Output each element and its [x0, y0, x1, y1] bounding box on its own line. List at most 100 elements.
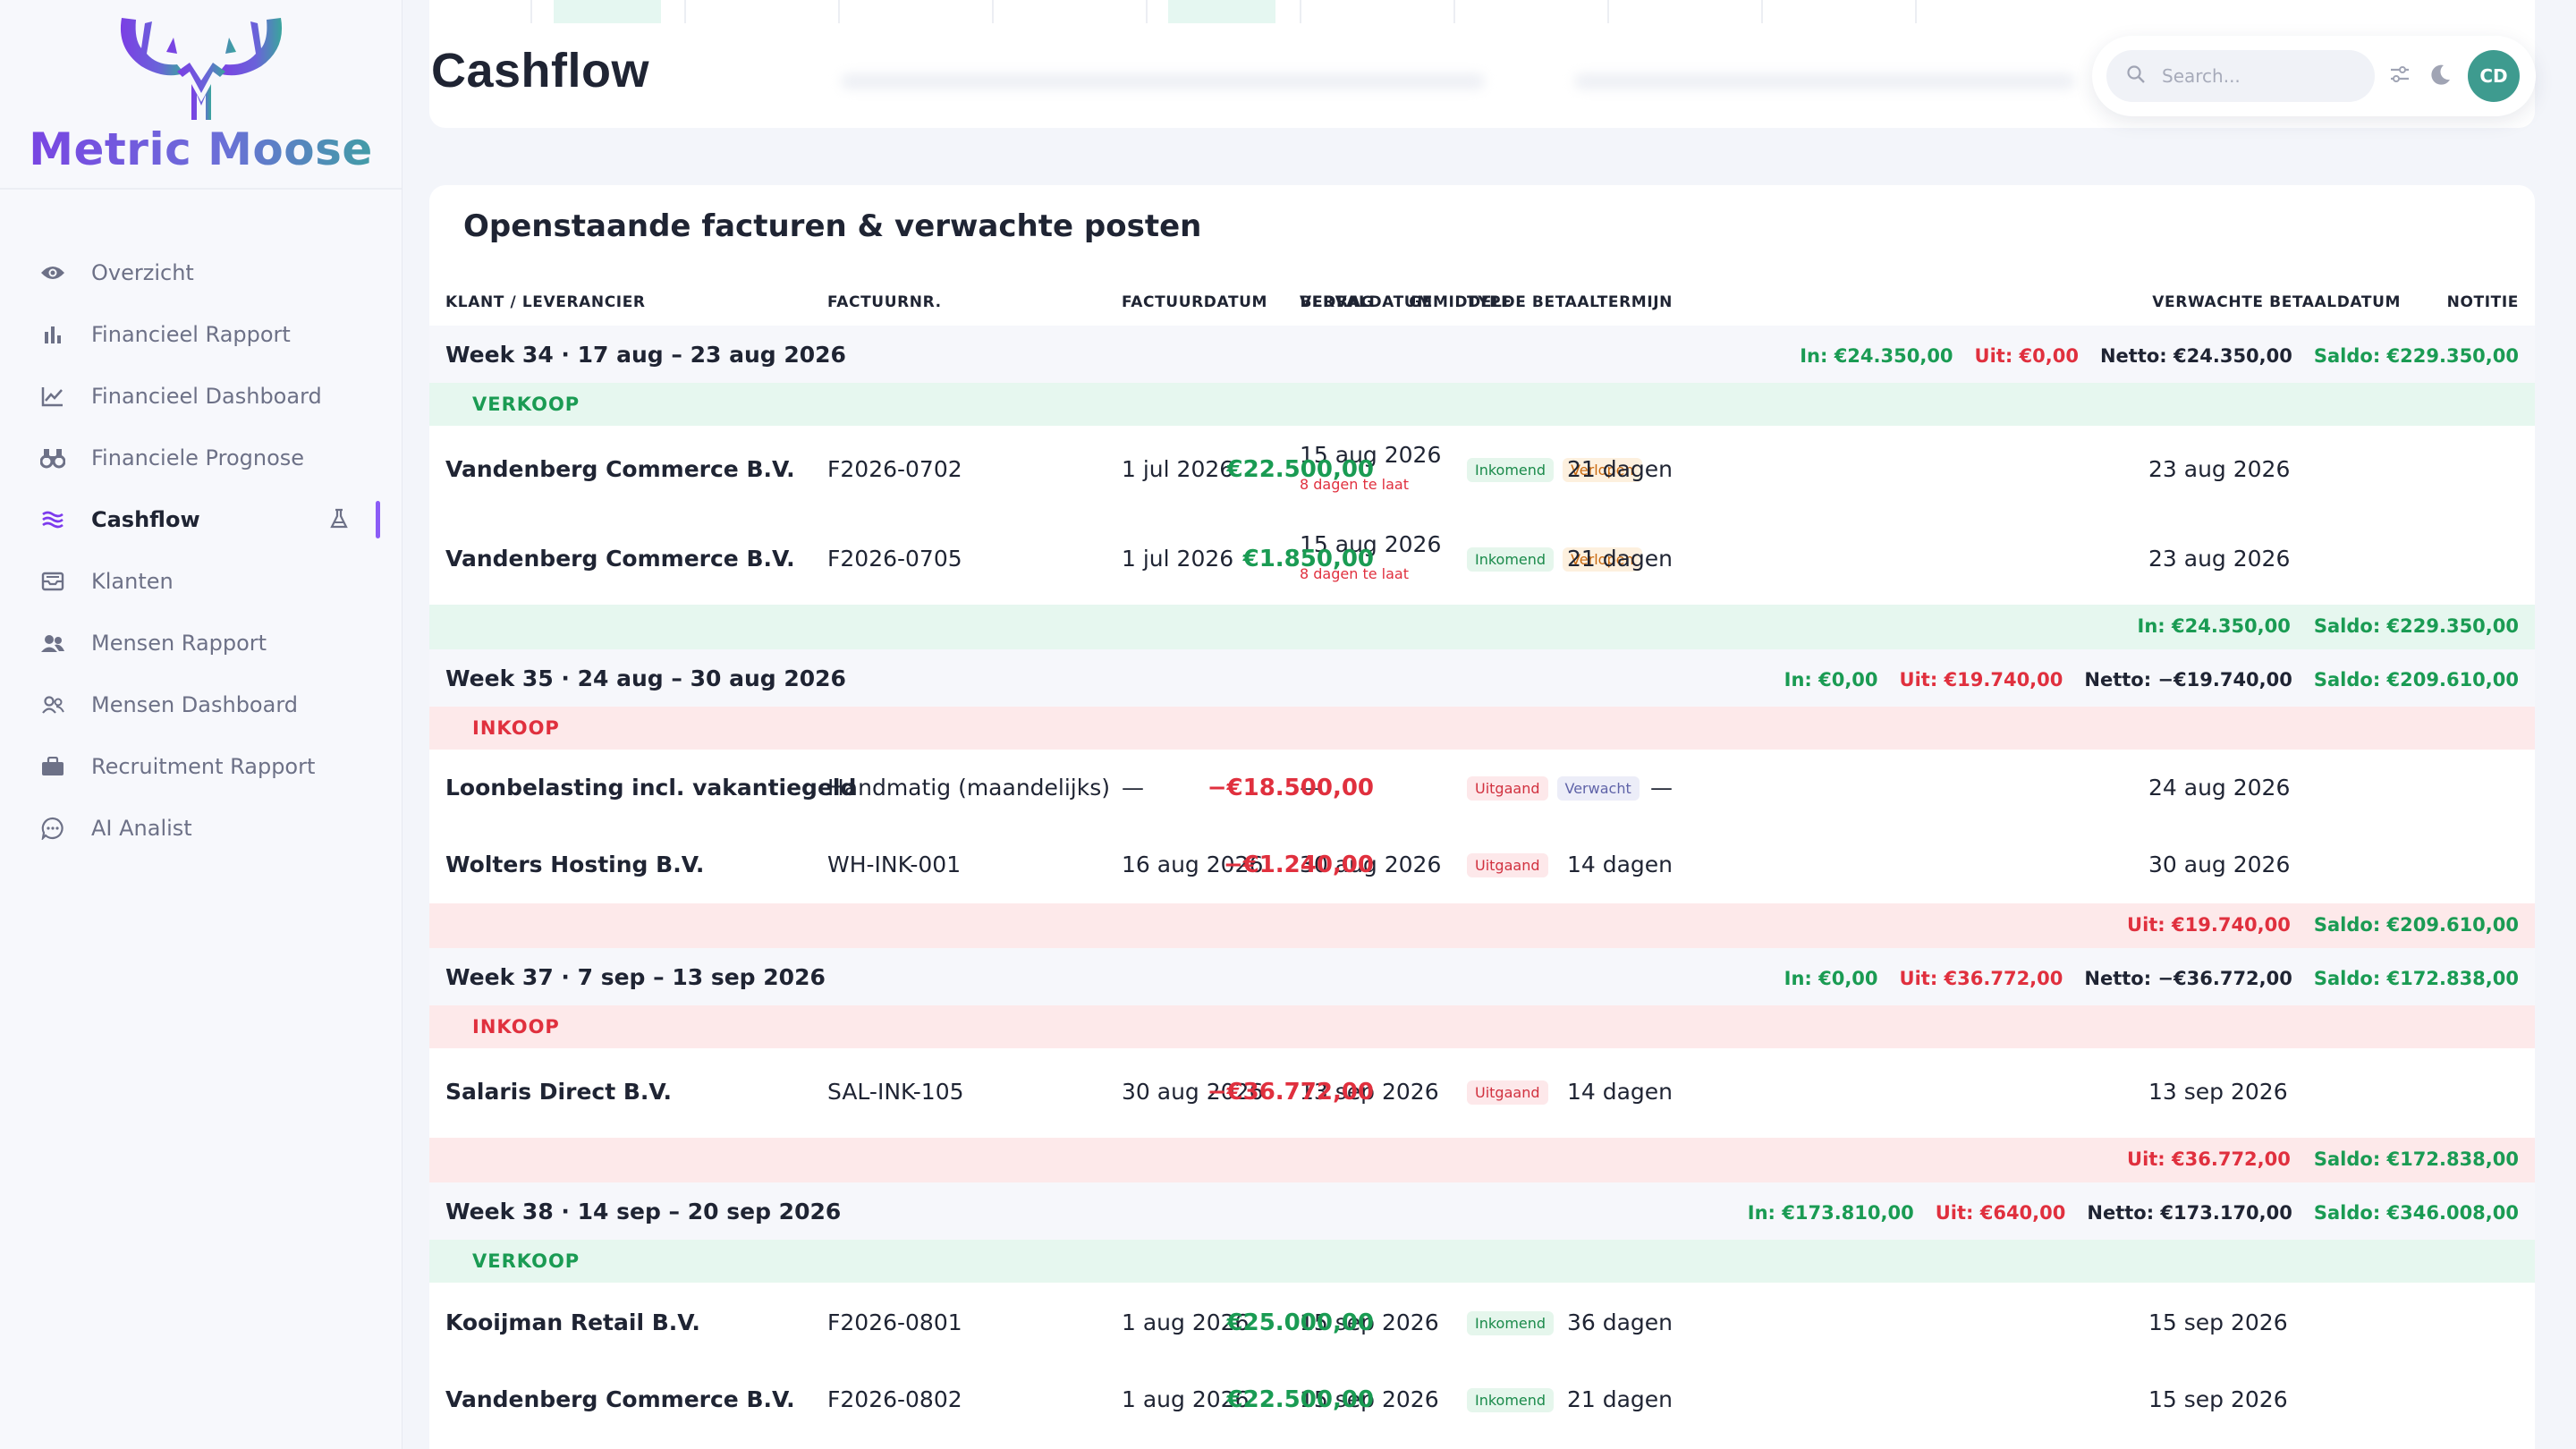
badge-incoming: Inkomend [1467, 547, 1555, 572]
waves-icon [39, 506, 66, 533]
badge-incoming: Inkomend [1467, 1388, 1555, 1412]
table-row[interactable]: Vandenberg Commerce B.V. F2026-0705 1 ju… [429, 515, 2535, 605]
sidebar-item-recruitment-rapport[interactable]: Recruitment Rapport [0, 735, 402, 797]
section-label: VERKOOP [472, 1250, 580, 1272]
summary-balance: Saldo: €172.838,00 [2313, 1148, 2519, 1170]
ghost-cell [554, 0, 661, 23]
flask-icon [330, 508, 348, 535]
table-row[interactable]: Salaris Direct B.V. SAL-INK-105 30 aug 2… [429, 1048, 2535, 1138]
week-summary-row: In: €24.350,00 Saldo: €229.350,00 [429, 605, 2535, 649]
summary-out: Uit: €19.740,00 [2127, 914, 2291, 936]
divider [684, 0, 686, 23]
logo[interactable]: Metric Moose [0, 0, 402, 190]
line-chart-icon [39, 383, 66, 410]
inbox-icon [39, 568, 66, 595]
column-header[interactable]: VERWACHTE BETAALDATUM [2152, 293, 2401, 311]
table-row[interactable]: Wolters Hosting B.V. WH-INK-001 16 aug 2… [429, 826, 2535, 903]
invoice-date: 1 aug 2026 [1122, 1309, 1250, 1335]
week-in-total: In: €0,00 [1784, 968, 1878, 989]
sidebar-item-ai-analist[interactable]: AI Analist [0, 797, 402, 859]
table-row[interactable]: Vandenberg Commerce B.V. F2026-0802 1 au… [429, 1360, 2535, 1436]
column-header[interactable]: TYPE [1467, 293, 1513, 311]
sliders-icon[interactable] [2388, 63, 2411, 91]
week-totals: In: €0,00 Uit: €19.740,00 Netto: −€19.74… [1784, 669, 2519, 691]
sidebar-item-label: Overzicht [91, 259, 194, 285]
week-label: Week 37 · 7 sep – 13 sep 2026 [445, 964, 826, 990]
avg-payment-term: 21 dagen [1566, 1386, 1673, 1412]
column-header[interactable]: VERVALDATUM [1300, 293, 1433, 311]
invoice-number: F2026-0801 [827, 1309, 962, 1335]
divider [992, 0, 994, 23]
column-header[interactable]: FACTUURNR. [827, 293, 942, 311]
section-label: INKOOP [472, 717, 560, 739]
column-header[interactable]: NOTITIE [2446, 293, 2519, 311]
divider [1761, 0, 1763, 23]
column-header[interactable]: GEMIDDELDE BETAALTERMIJN [1409, 293, 1673, 311]
week-header-row[interactable]: Week 34 · 17 aug – 23 aug 2026 In: €24.3… [429, 326, 2535, 383]
badge-incoming: Inkomend [1467, 458, 1555, 482]
summary-balance: Saldo: €229.350,00 [2313, 615, 2519, 637]
sidebar-item-financiele-prognose[interactable]: Financiele Prognose [0, 427, 402, 488]
expected-payment-date: 30 aug 2026 [2148, 852, 2291, 877]
search-input[interactable] [2160, 64, 2360, 88]
sidebar-item-label: Financiele Prognose [91, 445, 305, 470]
avg-payment-term: 21 dagen [1566, 546, 1673, 572]
week-header-row[interactable]: Week 37 · 7 sep – 13 sep 2026 In: €0,00 … [429, 948, 2535, 1005]
invoice-number: WH-INK-001 [827, 852, 962, 877]
overdue-note: 8 dagen te laat [1300, 565, 1409, 582]
section-label: INKOOP [472, 1016, 560, 1038]
week-summary-row: Uit: €36.772,00 Saldo: €172.838,00 [429, 1138, 2535, 1182]
moose-logo-icon [120, 18, 283, 120]
page-title: Cashflow [431, 44, 650, 97]
search-bar[interactable] [2106, 50, 2375, 102]
sidebar-item-label: Mensen Dashboard [91, 691, 298, 717]
due-date: 30 aug 2026 [1300, 852, 1442, 877]
card-title: Openstaande facturen & verwachte posten [463, 208, 1202, 244]
week-totals: In: €173.810,00 Uit: €640,00 Netto: €173… [1748, 1202, 2519, 1224]
type-badges: Inkomend [1467, 1311, 1555, 1335]
sidebar-item-label: Mensen Rapport [91, 630, 267, 656]
due-date: 15 sep 2026 [1300, 1309, 1439, 1335]
sidebar-item-cashflow[interactable]: Cashflow [0, 488, 402, 550]
week-header-row[interactable]: Week 35 · 24 aug – 30 aug 2026 In: €0,00… [429, 649, 2535, 707]
expected-payment-date: 13 sep 2026 [2148, 1079, 2288, 1105]
party-name: Salaris Direct B.V. [445, 1079, 673, 1105]
divider [1607, 0, 1609, 23]
moon-icon[interactable] [2428, 63, 2452, 91]
amount: −€18.500,00 [1207, 775, 1374, 801]
invoice-number: SAL-INK-105 [827, 1079, 964, 1105]
badge-outgoing: Uitgaand [1467, 776, 1548, 801]
week-in-total: In: €173.810,00 [1747, 1202, 1914, 1224]
sidebar-item-financieel-dashboard[interactable]: Financieel Dashboard [0, 365, 402, 427]
avatar[interactable]: CD [2468, 50, 2520, 102]
type-badges: Uitgaand Verwacht [1467, 776, 1640, 801]
column-header[interactable]: FACTUURDATUM [1122, 293, 1268, 311]
week-net-total: Netto: −€36.772,00 [2084, 968, 2292, 989]
blurred-content [1574, 73, 2075, 89]
sidebar-item-label: Recruitment Rapport [91, 753, 316, 779]
amount: €22.500,00 [1226, 1386, 1374, 1413]
sidebar: Metric Moose Overzicht Financieel Rappor… [0, 0, 402, 1449]
invoice-number: F2026-0705 [827, 546, 962, 572]
sidebar-item-label: Financieel Rapport [91, 321, 291, 347]
app-name: Metric Moose [0, 123, 402, 175]
invoice-date: 1 jul 2026 [1122, 456, 1234, 482]
invoice-date: 30 aug 2026 [1122, 1079, 1264, 1105]
column-header[interactable]: BEDRAG [1300, 293, 1374, 311]
type-badges: Inkomend [1467, 1388, 1555, 1412]
sidebar-item-mensen-rapport[interactable]: Mensen Rapport [0, 612, 402, 674]
table-row[interactable]: Vandenberg Commerce B.V. F2026-0702 1 ju… [429, 426, 2535, 515]
avg-payment-term: 36 dagen [1566, 1309, 1673, 1335]
week-label: Week 38 · 14 sep – 20 sep 2026 [445, 1199, 842, 1224]
column-header[interactable]: KLANT / LEVERANCIER [445, 293, 646, 311]
week-header-row[interactable]: Week 38 · 14 sep – 20 sep 2026 In: €173.… [429, 1182, 2535, 1240]
sidebar-item-financieel-rapport[interactable]: Financieel Rapport [0, 303, 402, 365]
sidebar-item-overzicht[interactable]: Overzicht [0, 242, 402, 303]
badge-incoming: Inkomend [1467, 1311, 1555, 1335]
divider [1146, 0, 1148, 23]
table-header: KLANT / LEVERANCIER FACTUURNR. FACTUURDA… [429, 277, 2535, 327]
sidebar-item-mensen-dashboard[interactable]: Mensen Dashboard [0, 674, 402, 735]
table-row[interactable]: Loonbelasting incl. vakantiegeld Handmat… [429, 750, 2535, 826]
table-row[interactable]: Kooijman Retail B.V. F2026-0801 1 aug 20… [429, 1283, 2535, 1360]
sidebar-item-klanten[interactable]: Klanten [0, 550, 402, 612]
